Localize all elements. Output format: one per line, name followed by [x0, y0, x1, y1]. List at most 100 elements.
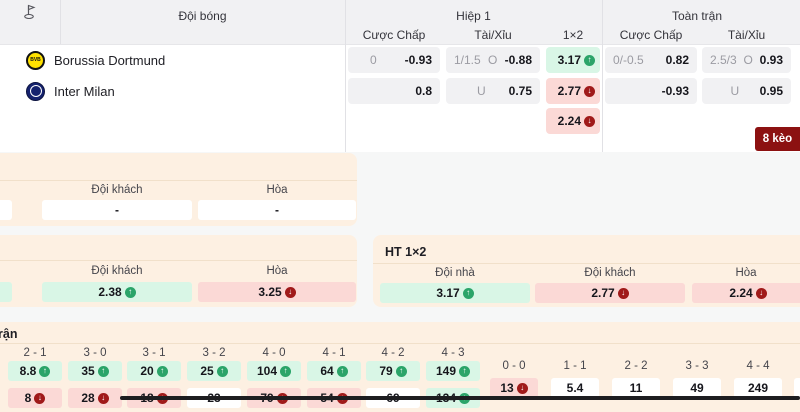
draw-score-odds-cell[interactable]: 11	[612, 378, 660, 398]
team-column-header: Đội bóng	[178, 9, 227, 23]
odds-value: -	[275, 203, 279, 217]
draw-odds-cell[interactable]: 3.25	[198, 282, 356, 302]
odds-value: 8.8	[19, 364, 37, 378]
trend-up-icon	[462, 287, 474, 299]
draw-score-odds-cell[interactable]: 249	[734, 378, 782, 398]
panel-ht-1x2: HT 1×2 Đội nhà Đội khách Hòa 3.17 2.77 2…	[373, 235, 800, 307]
score-column-header: 4 - 3	[441, 347, 465, 359]
score-odds-cell[interactable]: 28	[68, 388, 122, 408]
h1-over-odds[interactable]: 1/1.5 O -0.88	[446, 47, 540, 73]
score-column-header: 3 - 2	[202, 347, 226, 359]
score-column-header: 4 - 1	[322, 347, 346, 359]
away-team-name: Inter Milan	[54, 83, 115, 99]
over-indicator: O	[488, 53, 498, 67]
score-column-header: 3 - 0	[83, 347, 107, 359]
h1-1x2-home-odds[interactable]: 3.17	[546, 47, 600, 73]
panel-divider	[0, 343, 800, 344]
trend-down-icon	[617, 287, 629, 299]
odds-value: -0.88	[504, 53, 532, 67]
score-odds-cell[interactable]: 64	[307, 361, 361, 381]
ft-under-odds[interactable]: U 0.95	[702, 78, 791, 104]
more-odds-badge[interactable]: 8 kèo	[755, 127, 800, 151]
over-indicator: O	[743, 53, 753, 67]
away-column-header: Đội khách	[91, 184, 143, 196]
odds-value: 64	[320, 364, 334, 378]
odds-value: 0.82	[665, 53, 689, 67]
odds-value: 2.77	[591, 286, 615, 300]
score-odds-cell[interactable]: 20	[127, 361, 181, 381]
draw-odds-cell[interactable]: -	[198, 200, 356, 220]
h1-handicap-home-odds[interactable]: 0 -0.93	[348, 47, 440, 73]
total-line: 2.5/3	[710, 53, 737, 67]
odds-value: -	[115, 203, 119, 217]
draw-column-header: Hòa	[735, 267, 757, 279]
h1-1x2-draw-odds[interactable]: 2.24	[546, 108, 600, 134]
away-odds-cell[interactable]: -	[42, 200, 192, 220]
score-column-header: 4 - 0	[262, 347, 286, 359]
home-team-row[interactable]: BVB Borussia Dortmund	[0, 47, 345, 73]
trend-up-icon	[395, 365, 407, 377]
home-column-header: Đội nhà	[435, 267, 475, 279]
h1-under-odds[interactable]: U 0.75	[446, 78, 540, 104]
trend-down-icon	[516, 382, 528, 394]
away-column-header: Đội khách	[584, 267, 636, 279]
h1-over-under-header: Tài/Xỉu	[474, 28, 512, 42]
draw-score-column-header: 0 - 0	[502, 360, 526, 372]
draw-column-header: Hòa	[266, 184, 288, 196]
trend-up-icon	[216, 365, 228, 377]
away-column-header: Đội khách	[91, 265, 143, 277]
home-team-name: Borussia Dortmund	[54, 52, 166, 68]
draw-odds-cell[interactable]: 2.24	[692, 283, 800, 303]
odds-value: 5.4	[566, 381, 584, 395]
first-half-group-header: Hiệp 1	[456, 9, 491, 23]
score-odds-cell[interactable]: 8	[8, 388, 62, 408]
crest-text: BVB	[30, 57, 41, 63]
odds-value: 2.24	[729, 286, 753, 300]
h1-1x2-header: 1×2	[562, 28, 584, 42]
odds-value: 0.75	[508, 84, 532, 98]
h1-1x2-away-odds[interactable]: 2.77	[546, 78, 600, 104]
odds-value: -0.93	[404, 53, 432, 67]
home-odds-cell[interactable]: 3.17	[380, 283, 530, 303]
ft-handicap-home-odds[interactable]: 0/-0.5 0.82	[605, 47, 697, 73]
trend-down-icon	[284, 286, 296, 298]
score-odds-cell[interactable]: 25	[187, 361, 241, 381]
odds-value: 20	[140, 364, 154, 378]
trend-up-icon	[156, 365, 168, 377]
horizontal-scrollbar[interactable]	[120, 396, 800, 400]
score-odds-cell[interactable]: 35	[68, 361, 122, 381]
away-odds-cell[interactable]: 2.38	[42, 282, 192, 302]
score-odds-cell[interactable]: 104	[247, 361, 301, 381]
score-odds-cell[interactable]: 8.8	[8, 361, 62, 381]
draw-score-odds-cell[interactable]: 5.4	[551, 378, 599, 398]
column-divider	[345, 0, 346, 152]
draw-score-odds-cell-partial[interactable]	[794, 378, 800, 398]
draw-score-column-header: 3 - 3	[685, 360, 709, 372]
score-column-header: 4 - 2	[381, 347, 405, 359]
score-odds-cell[interactable]: 149	[426, 361, 480, 381]
inter-milan-crest-icon	[26, 81, 45, 101]
ft-over-odds[interactable]: 2.5/3 O 0.93	[702, 47, 791, 73]
trend-down-icon	[584, 115, 595, 127]
ft-over-under-header: Tài/Xỉu	[727, 28, 766, 42]
draw-score-odds-cell[interactable]: 13	[490, 378, 538, 398]
h1-handicap-away-odds[interactable]: 0.8	[348, 78, 440, 104]
draw-score-column-header: 4 - 4	[746, 360, 770, 372]
corner-flag-icon[interactable]	[23, 4, 37, 25]
odds-value: 35	[81, 364, 95, 378]
trend-up-icon	[584, 54, 595, 66]
trend-up-icon	[124, 286, 136, 298]
trend-down-icon	[97, 392, 109, 404]
ft-handicap-away-odds[interactable]: -0.93	[605, 78, 697, 104]
away-odds-cell[interactable]: 2.77	[535, 283, 685, 303]
panel-cut-left: Đội khách Hòa - -	[0, 153, 357, 226]
full-match-group-header: Toàn trận	[671, 9, 723, 23]
away-team-row[interactable]: Inter Milan	[0, 78, 345, 104]
odds-cell-partial[interactable]	[0, 200, 12, 220]
draw-score-odds-cell[interactable]: 49	[673, 378, 721, 398]
odds-value: 3.25	[258, 285, 282, 299]
under-indicator: U	[730, 84, 740, 98]
score-odds-cell[interactable]: 79	[366, 361, 420, 381]
odds-value: 249	[747, 381, 769, 395]
odds-cell-partial[interactable]	[0, 282, 12, 302]
